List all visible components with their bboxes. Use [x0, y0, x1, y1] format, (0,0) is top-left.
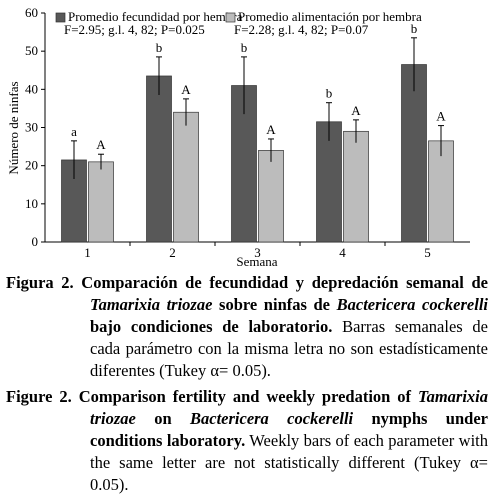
caption-text: Weekly bars of each parameter with the s…: [90, 431, 488, 494]
significance-letter: b: [326, 86, 333, 101]
legend-stats: F=2.95; g.l. 4, 82; P=0.025: [64, 22, 205, 37]
legend-swatch: [225, 12, 236, 23]
y-tick-label: 40: [25, 81, 38, 96]
significance-letter: A: [351, 103, 361, 118]
y-tick-label: 10: [25, 196, 38, 211]
bar: [316, 121, 342, 243]
bar: [88, 161, 114, 243]
legend-stats: F=2.28; g.l. 4, 82; P=0.07: [234, 22, 369, 37]
legend-label: Promedio alimentación por hembra: [238, 9, 422, 24]
x-tick-label: 4: [339, 245, 346, 260]
caption-text: on: [135, 409, 190, 428]
caption-text: Comparison fertility and weekly predatio…: [71, 387, 418, 406]
caption-text: Tamarixia triozae: [90, 295, 213, 314]
caption-text: Bactericera cockerelli: [190, 409, 354, 428]
legend-swatch: [55, 12, 66, 23]
y-tick-label: 0: [32, 234, 39, 249]
y-axis-label: Número de ninfas: [6, 81, 21, 174]
legend-label: Promedio fecundidad por hembra: [68, 9, 243, 24]
y-tick-label: 60: [25, 5, 38, 20]
y-tick-label: 50: [25, 43, 38, 58]
caption-text: Tamarixia triozae: [90, 387, 488, 428]
caption-text: Comparación de fecundidad y depredación …: [73, 273, 488, 292]
significance-letter: A: [266, 122, 276, 137]
caption-text: Figure 2.: [6, 387, 72, 406]
y-tick-label: 20: [25, 158, 38, 173]
significance-letter: b: [156, 40, 163, 55]
x-tick-label: 5: [424, 245, 431, 260]
significance-letter: b: [241, 40, 248, 55]
y-tick-label: 30: [25, 120, 38, 135]
significance-letter: a: [71, 124, 77, 139]
caption-text: sobre ninfas de: [212, 295, 337, 314]
significance-letter: A: [436, 109, 446, 124]
x-tick-label: 1: [84, 245, 91, 260]
bar: [146, 75, 172, 243]
x-axis-label: Semana: [236, 254, 277, 269]
caption-text: bajo condiciones de laboratorio.: [90, 317, 333, 336]
significance-letter: A: [181, 82, 191, 97]
bar: [343, 130, 369, 243]
caption-text: Figura 2.: [6, 273, 74, 292]
caption-text: Bactericera cockerelli: [336, 295, 488, 314]
caption-text: Barras semanales de cada parámetro con l…: [90, 317, 488, 380]
figure-caption: Figura 2. Comparación de fecundidad y de…: [6, 272, 488, 382]
caption-text: nymphs under conditions laboratory.: [90, 409, 488, 450]
bar: [258, 150, 284, 243]
significance-letter: A: [96, 137, 106, 152]
x-tick-label: 3: [254, 245, 261, 260]
significance-letter: b: [411, 21, 418, 36]
chart: Número de ninfas Semana 0 10 20 30 40 50 60 1 a A…: [6, 5, 470, 269]
bar: [173, 111, 199, 243]
figure-caption: Figure 2. Comparison fertility and weekl…: [6, 386, 488, 496]
bar: [428, 140, 454, 243]
bar: [401, 64, 427, 243]
x-tick-label: 2: [169, 245, 176, 260]
